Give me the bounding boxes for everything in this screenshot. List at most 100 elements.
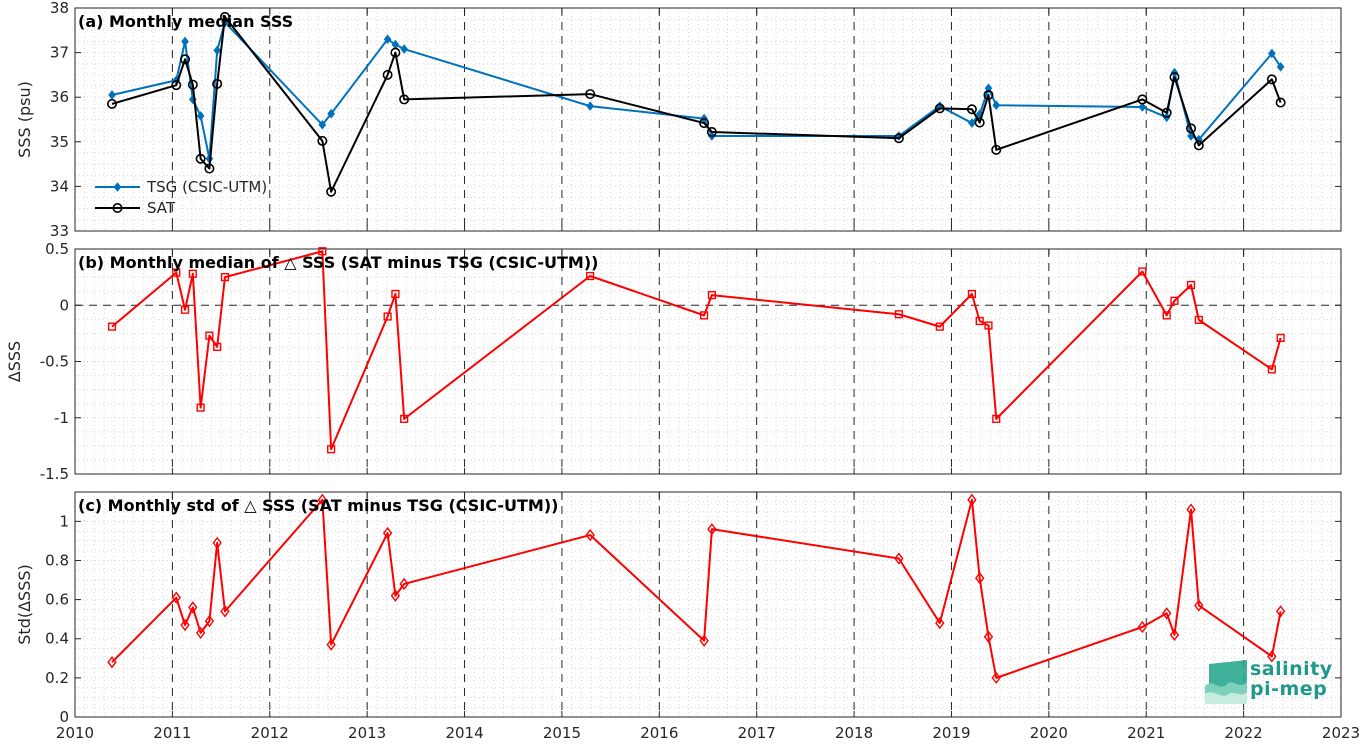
data-point xyxy=(967,289,977,299)
data-point xyxy=(213,342,222,351)
data-point xyxy=(390,47,401,58)
data-point xyxy=(318,120,327,130)
data-point xyxy=(992,414,1001,423)
data-point xyxy=(935,616,945,630)
y-axis-label: ΔSSS xyxy=(5,341,24,382)
x-tick-label: 2013 xyxy=(348,724,386,742)
data-point xyxy=(383,34,392,45)
y-tick-label: 0 xyxy=(59,708,69,726)
y-tick-label: -1 xyxy=(54,409,69,427)
data-point xyxy=(966,104,977,115)
data-point xyxy=(968,118,976,128)
x-tick-label: 2018 xyxy=(835,724,873,742)
x-tick-label: 2019 xyxy=(932,724,970,742)
data-point xyxy=(1186,123,1197,134)
minor-grid xyxy=(75,491,1341,718)
data-point xyxy=(205,331,214,340)
y-tick-label: 0.6 xyxy=(45,591,69,609)
data-point xyxy=(400,414,409,423)
logo-line1: salinity xyxy=(1250,658,1333,680)
data-point xyxy=(967,493,977,506)
y-tick-label: 36 xyxy=(50,88,69,106)
data-point xyxy=(1170,296,1179,305)
data-point xyxy=(204,163,215,174)
data-point xyxy=(1162,607,1172,620)
data-point xyxy=(707,523,717,536)
data-point xyxy=(975,571,985,585)
data-point xyxy=(707,291,716,300)
panel-title: (b) Monthly median of △ SSS (SAT minus T… xyxy=(78,253,598,272)
data-point xyxy=(180,618,190,632)
x-tick-label: 2016 xyxy=(640,724,678,742)
panel-c: 0 0.2 0.4 0.6 0.8 1 Std(ΔSSS) (c) Monthly std o… xyxy=(15,491,1342,726)
data-point xyxy=(1276,62,1285,72)
x-tick-label: 2017 xyxy=(738,724,776,742)
y-tick-label: 0.5 xyxy=(45,240,69,258)
data-point xyxy=(107,656,117,669)
x-tick-label: 2021 xyxy=(1127,724,1165,742)
axes-box xyxy=(74,491,1342,718)
data-point xyxy=(992,100,1001,111)
data-point xyxy=(318,247,327,256)
y-tick-label: 38 xyxy=(50,0,69,17)
y-tick-label: 0 xyxy=(59,296,69,314)
panel-title: (a) Monthly median SSS xyxy=(78,12,293,31)
data-point xyxy=(383,312,392,321)
data-point xyxy=(975,316,984,326)
data-point xyxy=(1193,140,1204,151)
data-point xyxy=(935,322,944,331)
data-point xyxy=(1137,94,1148,105)
data-point xyxy=(585,528,595,542)
data-point xyxy=(1275,97,1286,108)
y-tick-label: 1 xyxy=(59,512,69,530)
data-point xyxy=(894,310,903,319)
data-point xyxy=(327,108,335,119)
panel-title: (c) Monthly std of △ SSS (SAT minus TSG … xyxy=(78,496,558,515)
x-tick-label: 2023 xyxy=(1322,724,1360,742)
legend-marker xyxy=(113,182,122,192)
legend: TSG (CSIC-UTM) SAT xyxy=(95,178,267,217)
data-point xyxy=(220,273,230,282)
data-point xyxy=(934,103,945,114)
data-point xyxy=(390,589,401,602)
data-point xyxy=(1266,74,1277,85)
data-point xyxy=(699,118,710,129)
series-delta-0 xyxy=(107,493,1286,685)
data-point xyxy=(991,144,1002,155)
data-point xyxy=(213,45,222,56)
series-line xyxy=(111,498,1282,679)
data-point xyxy=(893,133,904,144)
salinity-pimep-logo: salinity pi-mep xyxy=(1203,656,1338,706)
data-point xyxy=(585,89,596,100)
data-point xyxy=(187,79,198,90)
x-tick-label: 2012 xyxy=(251,724,289,742)
data-point xyxy=(399,577,409,591)
data-point xyxy=(212,536,222,550)
data-point xyxy=(991,671,1001,685)
data-point xyxy=(107,98,118,109)
data-point xyxy=(586,101,595,111)
data-point xyxy=(1169,72,1180,83)
data-point xyxy=(326,186,337,197)
y-tick-label: 37 xyxy=(50,44,69,62)
data-point xyxy=(317,493,328,506)
y-tick-label: -1.5 xyxy=(40,465,69,483)
data-point xyxy=(983,630,994,643)
data-point xyxy=(1194,315,1203,324)
series-sat xyxy=(107,11,1286,197)
data-point xyxy=(171,591,181,604)
data-point xyxy=(1161,107,1172,118)
data-point xyxy=(180,305,190,314)
data-point xyxy=(212,78,223,89)
data-point xyxy=(400,44,409,54)
data-point xyxy=(1138,102,1147,112)
data-point xyxy=(983,89,994,100)
data-point xyxy=(706,126,717,137)
data-point xyxy=(181,36,189,47)
year-grid xyxy=(171,249,1245,474)
data-point xyxy=(172,268,181,277)
data-point xyxy=(1138,267,1147,276)
data-point xyxy=(1169,628,1180,641)
data-point xyxy=(204,614,215,628)
